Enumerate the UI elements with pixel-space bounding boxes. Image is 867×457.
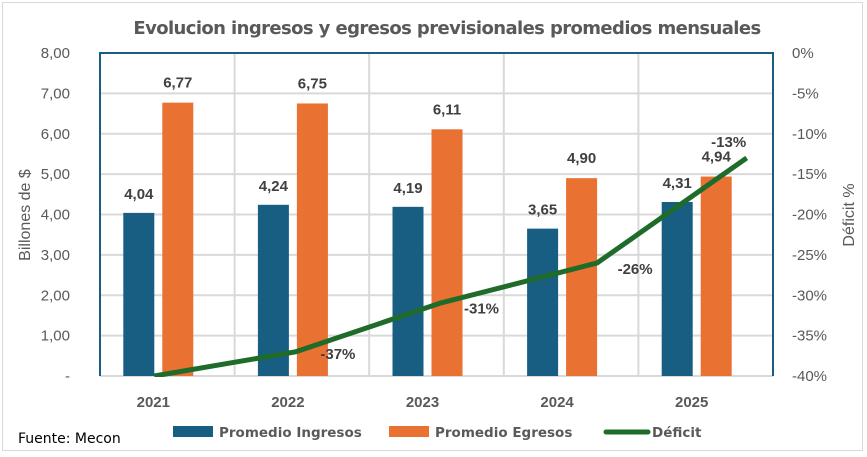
category-labels: 2021 2022 2023 2024 2025	[137, 394, 709, 411]
data-label-ingresos: 4,19	[393, 180, 422, 197]
plot-area-border	[99, 52, 774, 376]
y2-tick-label: -10%	[792, 126, 827, 143]
data-label-deficit: -13%	[711, 134, 746, 151]
legend-label: Promedio Ingresos	[219, 425, 362, 441]
bar-ingresos	[661, 201, 693, 376]
data-label-egresos: 6,77	[163, 75, 192, 92]
y2-axis-title: Déficit %	[841, 183, 858, 246]
y-tick-label: -	[65, 368, 70, 385]
data-label-ingresos: 4,31	[663, 175, 692, 192]
data-label-deficit: -37%	[320, 346, 355, 363]
y-axis-title: Billones de $	[17, 169, 34, 261]
bar-ingresos	[527, 228, 559, 376]
bar-ingresos	[257, 204, 289, 376]
legend: Promedio Ingresos Promedio Egresos Déficit	[173, 425, 702, 441]
category-label: 2025	[675, 394, 708, 411]
y2-tick-label: 0%	[792, 45, 814, 62]
y-tick-label: 4,00	[41, 207, 70, 224]
category-label: 2024	[540, 394, 574, 411]
y2-tick-label: -5%	[792, 85, 819, 102]
data-label-deficit: -26%	[618, 261, 653, 278]
y-tick-label: 2,00	[41, 287, 70, 304]
y-tick-label: 8,00	[41, 45, 70, 62]
data-label-ingresos: 4,04	[124, 186, 154, 203]
category-label: 2023	[406, 394, 439, 411]
bar-egresos	[700, 176, 732, 376]
data-label-deficit: -31%	[464, 300, 499, 317]
right-axis-ticks: -40% -35% -30% -25% -20% -15% -10% -5% 0%	[792, 45, 827, 385]
data-label-egresos: 6,11	[433, 101, 461, 118]
y2-tick-label: -30%	[792, 287, 827, 304]
y2-tick-label: -40%	[792, 368, 827, 385]
y-tick-label: 6,00	[41, 126, 70, 143]
category-label: 2021	[137, 394, 170, 411]
category-label: 2022	[271, 394, 304, 411]
y-tick-label: 1,00	[41, 328, 70, 345]
bar-egresos	[162, 102, 194, 376]
y2-tick-label: -35%	[792, 328, 827, 345]
bars	[123, 102, 732, 376]
chart-frame	[2, 2, 863, 451]
gridlines	[99, 52, 774, 377]
y2-tick-label: -25%	[792, 247, 827, 264]
bar-ingresos	[123, 212, 155, 376]
data-label-ingresos: 4,24	[259, 178, 289, 195]
legend-swatch-ingresos	[173, 426, 213, 437]
bar-ingresos	[392, 206, 424, 376]
y-tick-label: 3,00	[41, 247, 70, 264]
data-label-egresos: 4,90	[567, 150, 596, 167]
source-note: Fuente: Mecon	[18, 431, 121, 447]
y-tick-label: 7,00	[41, 85, 70, 102]
y2-tick-label: -20%	[792, 207, 827, 224]
deficit-line	[153, 155, 749, 377]
data-label-egresos: 6,75	[298, 75, 327, 92]
y2-tick-label: -15%	[792, 166, 827, 183]
legend-label: Déficit	[652, 425, 702, 441]
bar-egresos	[566, 178, 598, 376]
data-label-ingresos: 3,65	[528, 202, 557, 219]
deficit-line-group	[153, 155, 749, 377]
y-tick-label: 5,00	[41, 166, 70, 183]
chart-title: Evolucion ingresos y egresos previsional…	[133, 18, 760, 39]
legend-label: Promedio Egresos	[435, 425, 572, 441]
bar-egresos	[431, 129, 463, 376]
data-labels: 4,04 4,24 4,19 3,65 4,31 6,77 6,75 6,11 4,90 4,94…	[124, 75, 746, 363]
data-label-egresos: 4,94	[702, 149, 732, 166]
left-axis-ticks: - 1,00 2,00 3,00 4,00 5,00 6,00 7,00 8,00	[41, 45, 70, 385]
bar-egresos	[296, 103, 328, 376]
legend-swatch-egresos	[389, 426, 429, 437]
